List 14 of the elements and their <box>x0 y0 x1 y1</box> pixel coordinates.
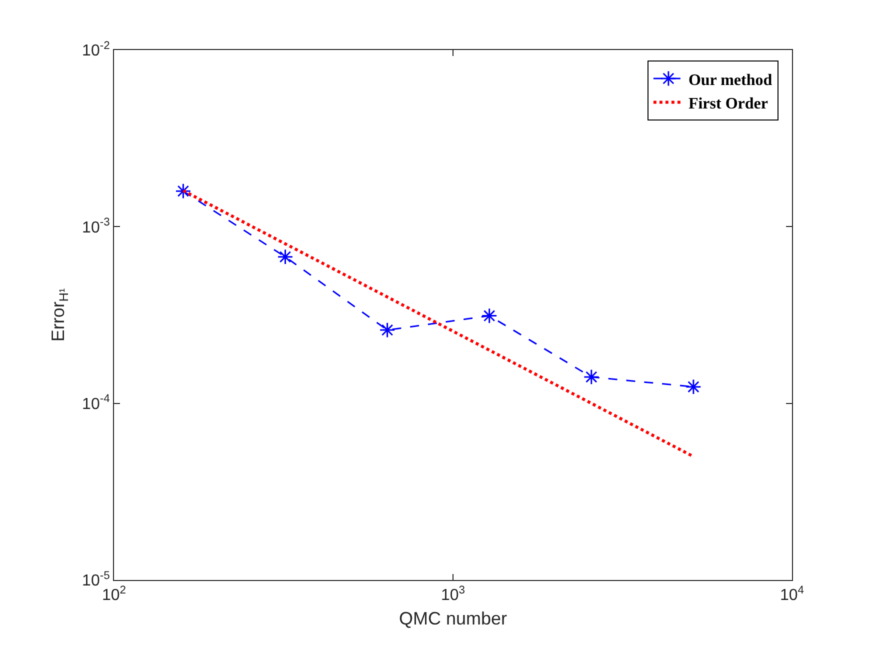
point <box>277 248 294 265</box>
legend-label: First Order <box>688 96 768 113</box>
point <box>175 183 192 200</box>
x-tick-label: 10$^{4}$ <box>780 584 804 604</box>
y-tick-label: 10$^{-3}$ <box>82 216 110 236</box>
x-axis-title: QMC number <box>398 608 508 628</box>
x-tick-label: 10$^{3}$ <box>440 584 466 604</box>
y-tick-label: 10$^{-2}$ <box>82 40 110 60</box>
y-tick-label: 10$^{-4}$ <box>82 393 110 413</box>
legend-label: Our method <box>688 72 772 89</box>
point <box>379 322 396 338</box>
point <box>583 369 600 385</box>
point <box>481 308 498 324</box>
point <box>685 378 702 395</box>
